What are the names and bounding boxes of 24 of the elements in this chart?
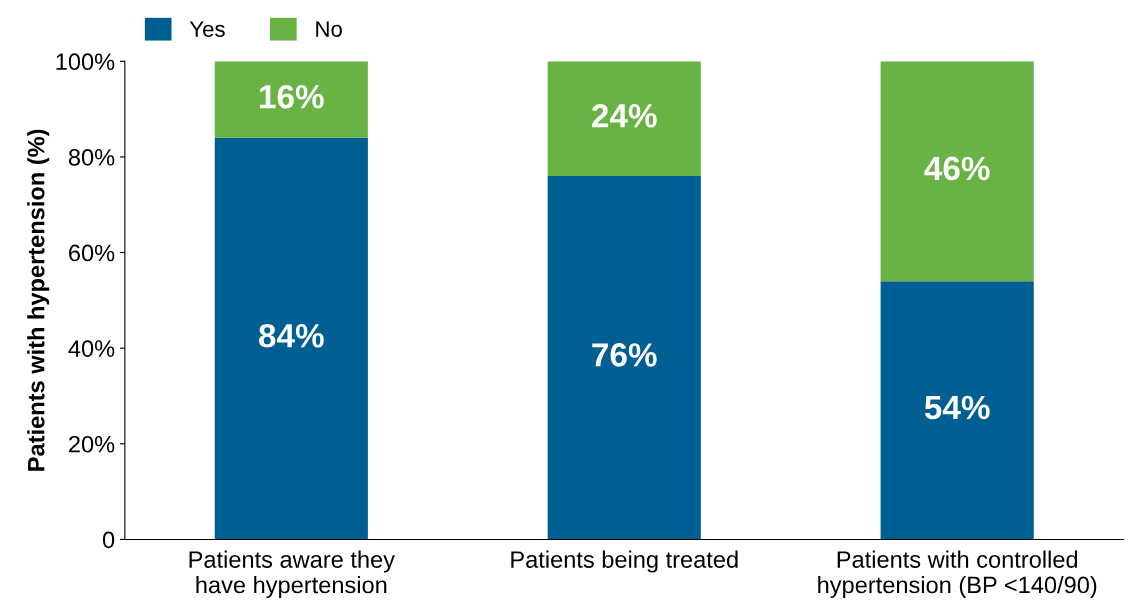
data-label: 76% xyxy=(592,343,657,367)
bar xyxy=(880,281,1034,540)
y-tick-label: 0 xyxy=(102,531,115,549)
data-label: 24% xyxy=(592,104,657,128)
y-tick-label: 40% xyxy=(68,340,115,357)
y-axis-title: Patients with hypertension (%) xyxy=(27,129,50,471)
bar xyxy=(547,61,701,177)
data-label: 46% xyxy=(924,156,990,181)
legend-label: Yes xyxy=(189,21,225,37)
y-tick-label: 60% xyxy=(69,244,115,262)
x-tick-label: Patients with controlled hypertension (BP <140/90) xyxy=(818,550,1097,598)
bar xyxy=(547,176,701,540)
bar xyxy=(214,61,368,138)
bar xyxy=(214,137,368,540)
legend-label: No xyxy=(316,21,342,37)
y-tick-label: 80% xyxy=(68,149,115,166)
bar xyxy=(880,61,1034,282)
data-label: 16% xyxy=(260,84,324,109)
data-label: 54% xyxy=(924,395,990,420)
x-tick-label: Patients aware they have hypertension xyxy=(189,550,395,598)
y-tick-label: 100% xyxy=(56,53,115,71)
y-tick-label: 20% xyxy=(69,435,115,453)
x-tick-label: Patients being treated xyxy=(511,550,738,573)
data-label: 84% xyxy=(259,323,324,348)
